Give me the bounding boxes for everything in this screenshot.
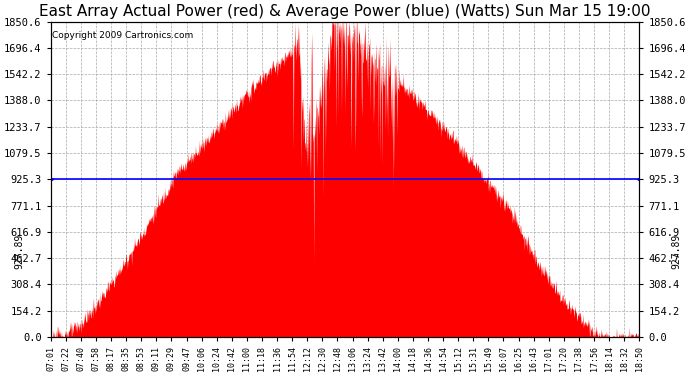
Text: Copyright 2009 Cartronics.com: Copyright 2009 Cartronics.com <box>52 31 193 40</box>
Text: 927.89: 927.89 <box>671 234 682 269</box>
Title: East Array Actual Power (red) & Average Power (blue) (Watts) Sun Mar 15 19:00: East Array Actual Power (red) & Average … <box>39 4 651 19</box>
Text: 927.89: 927.89 <box>14 234 24 269</box>
